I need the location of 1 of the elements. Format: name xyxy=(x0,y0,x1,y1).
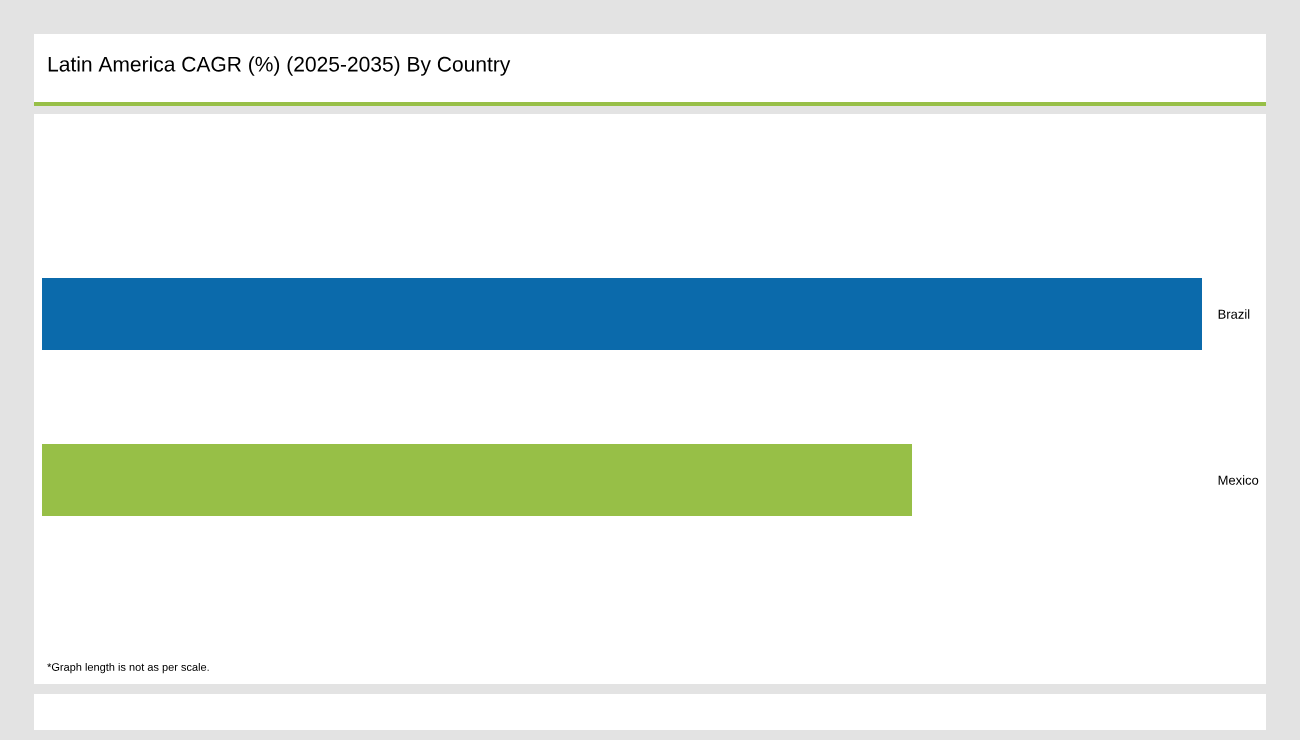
chart-title: Latin America CAGR (%) (2025-2035) By Country xyxy=(48,56,511,76)
